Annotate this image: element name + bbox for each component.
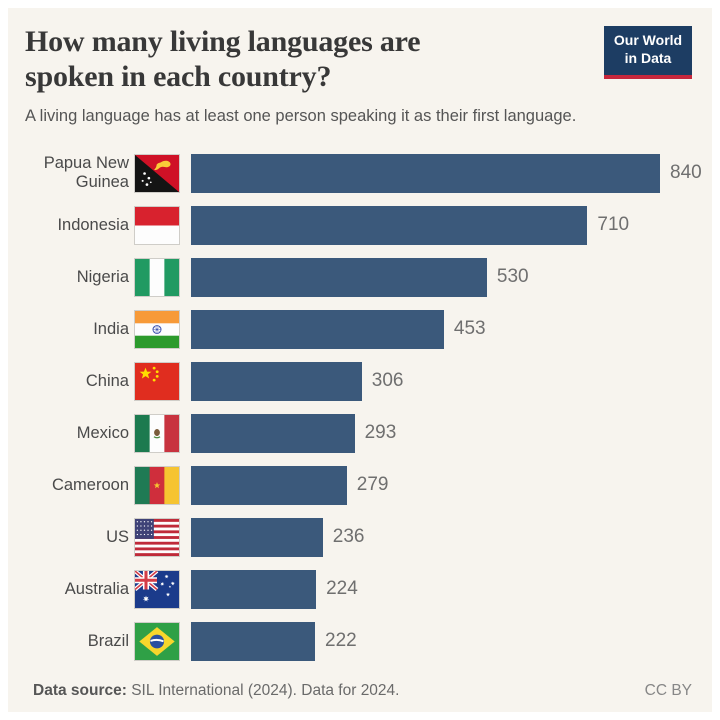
bar[interactable] xyxy=(191,257,487,297)
owid-logo-line1: Our World xyxy=(613,32,683,48)
country-label: Cameroon xyxy=(51,475,129,494)
bar-row: Brazil 222 xyxy=(25,621,700,661)
bar[interactable] xyxy=(191,413,355,453)
footer: Data source: SIL International (2024). D… xyxy=(33,682,692,700)
value-label: 293 xyxy=(364,422,397,444)
bar-chart: Papua New Guinea 840 Indonesia 710 Niger… xyxy=(25,153,702,661)
chart-canvas: How many living languages are spoken in … xyxy=(8,8,712,712)
bar-row: India 453 xyxy=(25,309,700,349)
value-label: 306 xyxy=(371,370,404,392)
value-label: 224 xyxy=(326,578,358,600)
license-cc-by[interactable]: CC BY xyxy=(644,682,692,699)
bar-area: 840 xyxy=(191,153,702,193)
bar-area: 279 xyxy=(191,465,700,505)
page-title: How many living languages are spoken in … xyxy=(25,24,421,94)
india-flag-icon xyxy=(134,309,180,349)
australia-flag-icon xyxy=(134,569,180,609)
value-label: 840 xyxy=(670,162,702,184)
value-label: 453 xyxy=(453,318,486,340)
page-title-line2: spoken in each country? xyxy=(25,60,332,94)
bar[interactable] xyxy=(191,517,323,557)
country-label: Indonesia xyxy=(57,215,129,234)
header: How many living languages are spoken in … xyxy=(25,24,700,94)
country-label: Australia xyxy=(64,579,129,598)
data-source: Data source: SIL International (2024). D… xyxy=(33,682,399,700)
bar[interactable] xyxy=(191,361,362,401)
value-label: 710 xyxy=(597,214,630,236)
cameroon-flag-icon xyxy=(134,465,180,505)
bar-row: Mexico 293 xyxy=(25,413,700,453)
bar[interactable] xyxy=(191,569,317,609)
mexico-flag-icon xyxy=(134,413,180,453)
bar-row: Cameroon 279 xyxy=(25,465,700,505)
papua-new-guinea-flag-icon xyxy=(134,153,180,193)
bar-row: China 306 xyxy=(25,361,700,401)
page-title-line1: How many living languages are xyxy=(25,25,421,58)
brazil-flag-icon xyxy=(134,621,180,661)
bar-row: Australia 224 xyxy=(25,569,700,609)
owid-logo-line2: in Data xyxy=(624,49,672,66)
bar-row: US 236 xyxy=(25,517,700,557)
bar-area: 306 xyxy=(191,361,700,401)
country-label: Papua New Guinea xyxy=(43,154,129,192)
bar-area: 530 xyxy=(191,257,700,297)
bar[interactable] xyxy=(191,621,315,661)
bar[interactable] xyxy=(191,153,660,193)
indonesia-flag-icon xyxy=(134,205,180,245)
country-label: India xyxy=(93,319,129,338)
owid-logo[interactable]: Our World in Data xyxy=(604,26,692,79)
bar-area: 224 xyxy=(191,569,700,609)
country-label: Brazil xyxy=(87,631,129,650)
bar[interactable] xyxy=(191,309,444,349)
chart-subtitle: A living language has at least one perso… xyxy=(25,107,577,126)
country-label: Mexico xyxy=(76,423,129,442)
bar-area: 236 xyxy=(191,517,700,557)
value-label: 530 xyxy=(496,266,529,288)
bar-area: 293 xyxy=(191,413,700,453)
bar-row: Papua New Guinea 840 xyxy=(25,153,702,193)
country-label: US xyxy=(106,527,129,546)
bar-row: Indonesia 710 xyxy=(25,205,700,245)
china-flag-icon xyxy=(134,361,180,401)
bar-area: 222 xyxy=(191,621,700,661)
data-source-label: Data source: xyxy=(33,682,127,699)
country-label: China xyxy=(85,371,129,390)
bar[interactable] xyxy=(191,205,588,245)
value-label: 236 xyxy=(332,526,365,548)
country-label: Nigeria xyxy=(76,267,129,286)
bar-area: 710 xyxy=(191,205,700,245)
value-label: 279 xyxy=(356,474,389,496)
bar-row: Nigeria 530 xyxy=(25,257,700,297)
data-source-text: SIL International (2024). Data for 2024. xyxy=(131,682,400,699)
bar[interactable] xyxy=(191,465,347,505)
value-label: 222 xyxy=(325,630,357,652)
us-flag-icon xyxy=(134,517,180,557)
bar-area: 453 xyxy=(191,309,700,349)
nigeria-flag-icon xyxy=(134,257,180,297)
